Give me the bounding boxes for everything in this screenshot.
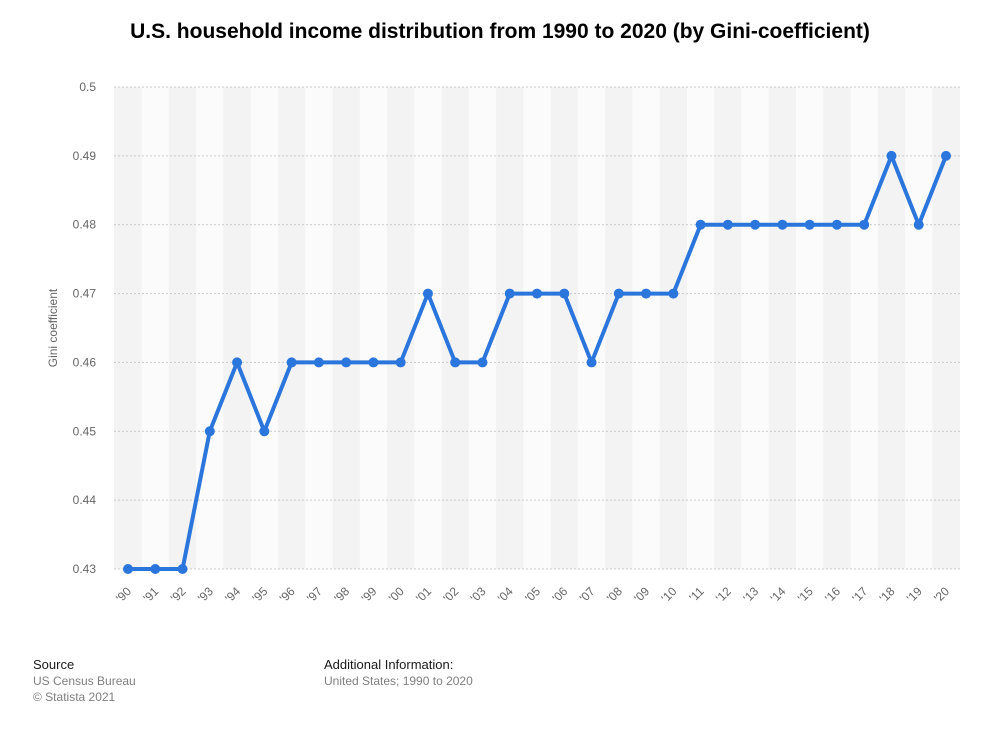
data-point [259,426,270,437]
column-band [686,87,715,569]
x-tick-label: '15 [795,584,816,605]
x-tick-label: '16 [822,584,843,605]
x-tick-label: '07 [577,584,598,605]
data-point [232,357,243,368]
data-point [750,219,761,230]
x-tick-label: '90 [113,584,134,605]
data-point [123,564,133,574]
data-point [477,357,488,368]
x-tick-label: '99 [359,584,380,605]
data-point [668,288,679,299]
column-band [305,87,333,569]
x-tick-label: '02 [440,584,461,605]
x-tick-label: '95 [249,584,270,605]
data-point [913,219,924,230]
data-point [695,219,706,230]
x-tick-label: '20 [931,584,952,605]
x-tick-label: '93 [195,584,216,605]
data-point [777,219,788,230]
column-band [414,87,442,569]
data-point [395,357,406,368]
data-point [177,564,188,574]
data-point [150,564,161,574]
x-tick-label: '92 [168,584,189,605]
data-points [123,150,951,574]
column-band [359,87,388,569]
x-tick-label: '18 [877,584,898,605]
data-point [641,288,652,299]
data-point [504,288,515,299]
column-band [741,87,769,569]
data-point [559,288,570,299]
y-tick-label: 0.46 [73,355,97,369]
x-tick-label: '01 [413,584,434,605]
copyright-line: © Statista 2021 [33,690,116,704]
x-tick-label: '04 [495,584,516,605]
data-point [422,288,433,299]
data-point [532,288,542,299]
source-line: US Census Bureau [33,674,136,688]
column-band [905,87,933,569]
column-band [523,87,551,569]
additional-info-block: Additional Information: United States; 1… [324,657,473,689]
data-point [368,357,379,368]
x-tick-label: '08 [604,584,625,605]
data-point [586,357,597,368]
x-tick-label: '17 [849,584,870,605]
column-band [796,87,824,569]
y-tick-label: 0.45 [73,424,97,438]
x-tick-label: '94 [222,584,243,605]
x-tick-label: '13 [740,584,761,605]
y-tick-label: 0.5 [79,80,96,94]
y-axis-ticks: 0.43 0.44 0.45 0.46 0.47 0.48 0.49 0.5 [73,80,97,576]
column-band [632,87,660,569]
data-point [886,150,897,161]
column-band [141,87,169,569]
source-heading: Source [33,657,75,672]
column-band [468,87,497,569]
y-tick-label: 0.44 [73,493,97,507]
y-tick-label: 0.49 [73,149,97,163]
x-tick-label: '11 [686,584,707,605]
x-tick-label: '06 [549,584,570,605]
data-point [941,150,951,161]
data-point [722,219,733,230]
x-tick-label: '19 [904,584,925,605]
x-axis-ticks: '90 '91 '92 '93 '94 '95 '96 '97 '98 '99 '00 '01 '02 '… [113,584,952,605]
column-band [250,87,278,569]
column-band [577,87,606,569]
x-tick-label: '10 [658,584,679,605]
data-point [286,357,297,368]
x-tick-label: '03 [468,584,489,605]
x-tick-label: '00 [386,584,407,605]
additional-info-heading: Additional Information: [324,657,454,672]
data-point [341,357,352,368]
data-point [613,288,624,299]
y-axis-label: Gini coefficient [46,288,60,367]
x-tick-label: '09 [631,584,652,605]
x-tick-label: '12 [713,584,734,605]
x-tick-label: '05 [522,584,543,605]
y-tick-label: 0.43 [73,562,97,576]
data-point [831,219,842,230]
data-point [859,219,870,230]
x-tick-label: '14 [768,584,789,605]
chart-title: U.S. household income distribution from … [130,20,870,43]
column-band [196,87,224,569]
y-tick-label: 0.48 [73,218,97,232]
additional-info-line: United States; 1990 to 2020 [324,674,473,688]
y-tick-label: 0.47 [73,287,97,301]
column-band [850,87,878,569]
x-tick-label: '98 [331,584,352,605]
x-tick-label: '91 [140,584,161,605]
data-point [313,357,324,368]
x-tick-label: '97 [304,584,325,605]
data-point [450,357,461,368]
data-point [804,219,815,230]
source-block: Source US Census Bureau © Statista 2021 [33,657,136,705]
x-tick-label: '96 [277,584,298,605]
plot-background [114,87,960,569]
data-point [204,426,215,437]
